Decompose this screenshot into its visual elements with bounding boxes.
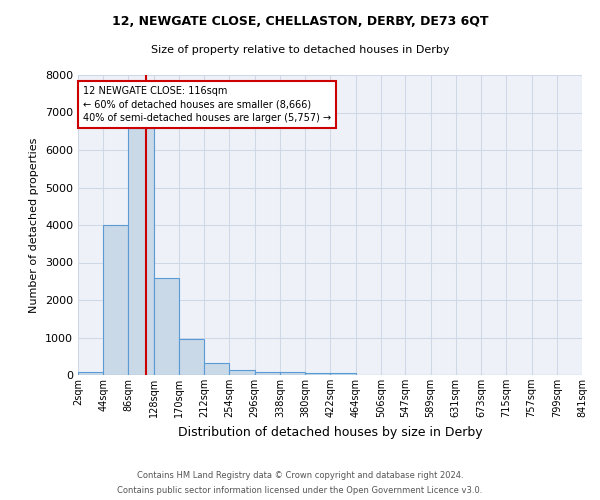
Text: Contains public sector information licensed under the Open Government Licence v3: Contains public sector information licen… bbox=[118, 486, 482, 495]
Bar bbox=[128, 128, 154, 375]
Bar bbox=[154, 278, 179, 375]
Text: 12 NEWGATE CLOSE: 116sqm
← 60% of detached houses are smaller (8,666)
40% of sem: 12 NEWGATE CLOSE: 116sqm ← 60% of detach… bbox=[83, 86, 331, 122]
Bar bbox=[179, 340, 204, 375]
Bar bbox=[254, 372, 280, 375]
Bar bbox=[78, 372, 103, 375]
Text: Contains HM Land Registry data © Crown copyright and database right 2024.: Contains HM Land Registry data © Crown c… bbox=[137, 471, 463, 480]
Bar bbox=[204, 363, 229, 375]
Bar bbox=[229, 370, 254, 375]
Text: 12, NEWGATE CLOSE, CHELLASTON, DERBY, DE73 6QT: 12, NEWGATE CLOSE, CHELLASTON, DERBY, DE… bbox=[112, 15, 488, 28]
Bar bbox=[280, 372, 305, 375]
Bar bbox=[305, 373, 331, 375]
Text: Size of property relative to detached houses in Derby: Size of property relative to detached ho… bbox=[151, 45, 449, 55]
X-axis label: Distribution of detached houses by size in Derby: Distribution of detached houses by size … bbox=[178, 426, 482, 438]
Bar bbox=[331, 373, 356, 375]
Y-axis label: Number of detached properties: Number of detached properties bbox=[29, 138, 40, 312]
Bar bbox=[103, 225, 128, 375]
